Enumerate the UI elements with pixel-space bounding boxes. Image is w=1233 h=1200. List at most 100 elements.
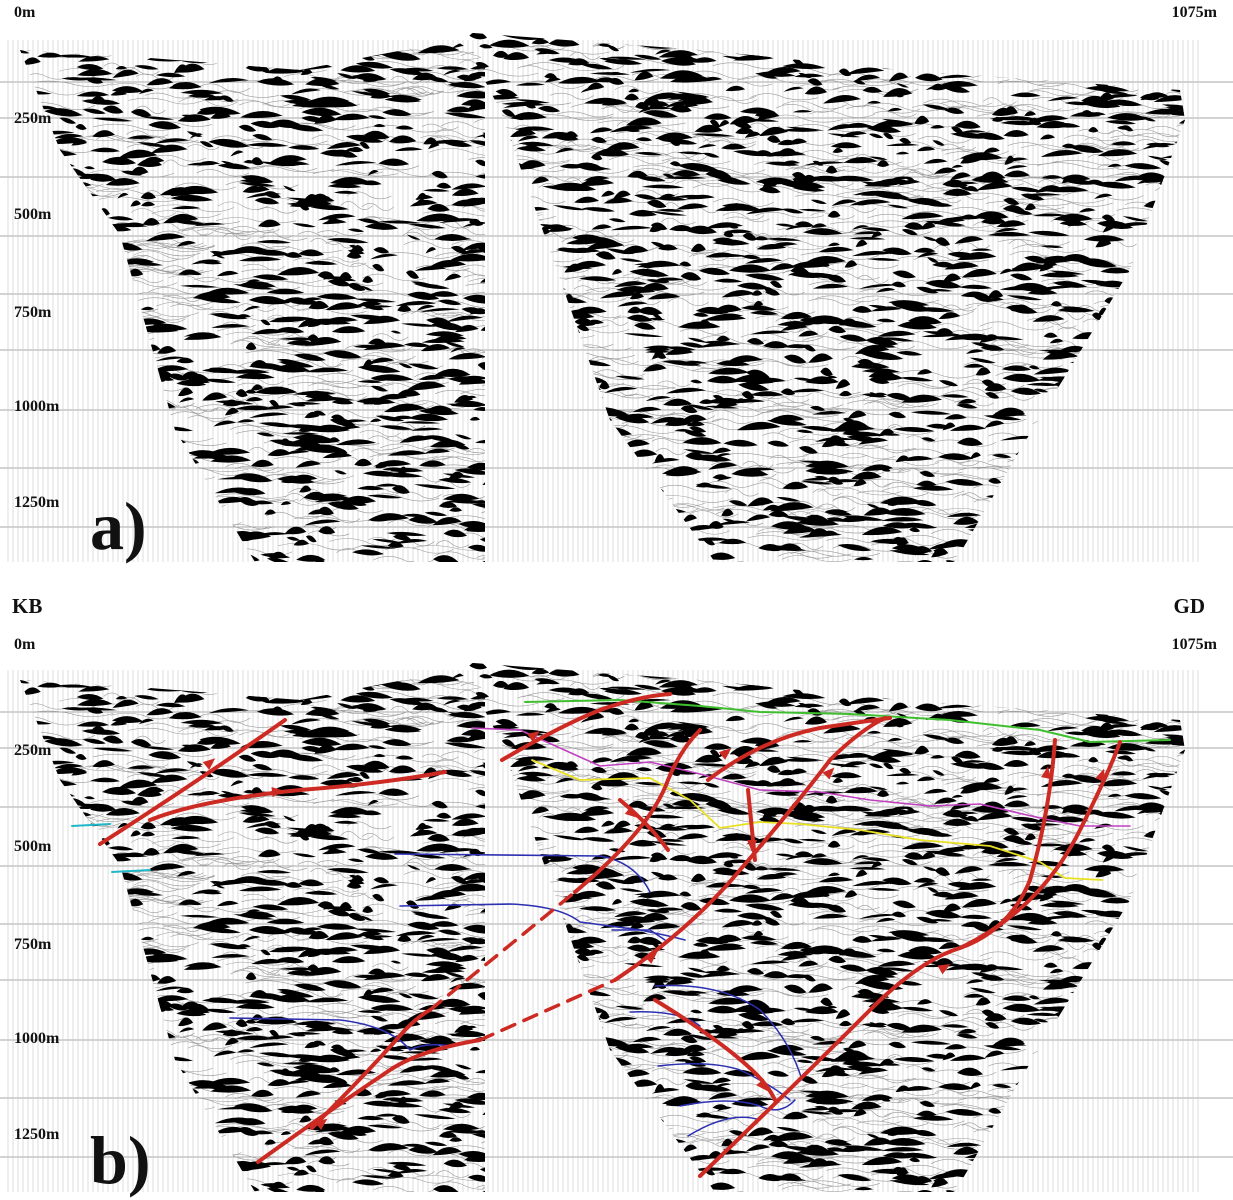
reflection-event: [1180, 229, 1195, 238]
wiggle-trace: [68, 435, 106, 443]
reflection-event: [99, 959, 129, 965]
reflection-event: [1121, 421, 1162, 429]
wiggle-trace: [260, 866, 308, 871]
well-label-left: KB: [12, 594, 42, 619]
reflection-event: [496, 270, 518, 276]
wiggle-trace: [13, 43, 86, 49]
reflection-event: [703, 153, 720, 158]
wiggle-trace: [1160, 297, 1194, 304]
wiggle-trace: [116, 678, 164, 684]
wiggle-trace: [1137, 300, 1188, 307]
reflection-event: [1072, 403, 1096, 410]
reflection-event: [143, 218, 160, 226]
reflection-event: [482, 311, 509, 315]
reflection-event: [111, 379, 128, 385]
wiggle-trace: [374, 556, 434, 563]
reflection-event: [598, 44, 613, 47]
reflection-event: [127, 1047, 138, 1051]
wiggle-trace: [271, 674, 306, 682]
reflection-event: [793, 110, 813, 112]
reflection-event: [18, 227, 41, 234]
reflection-event: [285, 882, 302, 888]
wiggle-trace: [438, 204, 524, 210]
reflection-event: [1190, 195, 1227, 201]
wiggle-trace: [16, 911, 80, 917]
reflection-event: [16, 962, 50, 970]
reflection-event: [131, 739, 152, 747]
reflection-event: [472, 503, 509, 509]
reflection-event: [286, 402, 322, 405]
wiggle-trace: [429, 148, 512, 155]
reflection-event: [1105, 34, 1121, 40]
reflection-event: [49, 787, 64, 794]
wiggle-trace: [128, 98, 204, 104]
wiggle-trace: [1143, 544, 1225, 550]
reflection-event: [725, 32, 765, 40]
reflection-event: [86, 1083, 112, 1090]
reflection-event: [611, 226, 652, 230]
reflection-event: [29, 353, 71, 359]
reflection-event: [149, 1185, 170, 1191]
reflection-event: [1123, 396, 1164, 403]
wiggle-trace: [163, 1097, 249, 1102]
wiggle-trace: [487, 364, 556, 370]
reflection-event: [1180, 507, 1191, 511]
wiggle-trace: [1088, 478, 1136, 484]
wiggle-trace: [954, 495, 989, 500]
reflection-event: [950, 425, 986, 431]
reflection-event: [839, 391, 852, 396]
reflection-event: [147, 520, 168, 527]
reflection-event: [281, 680, 302, 685]
reflection-event: [1131, 516, 1171, 525]
wiggle-trace: [1123, 493, 1189, 500]
wiggle-trace: [550, 327, 630, 333]
reflection-event: [239, 812, 276, 816]
wiggle-trace: [1134, 515, 1211, 522]
wiggle-trace: [468, 326, 536, 333]
reflection-event: [51, 364, 73, 369]
seismic-section-a: [0, 0, 1233, 570]
reflection-event: [1105, 120, 1136, 124]
reflection-event: [70, 376, 82, 383]
reflection-event: [535, 444, 578, 452]
wiggle-trace: [271, 44, 306, 52]
wiggle-trace: [813, 489, 842, 496]
reflection-event: [145, 485, 159, 490]
reflection-event: [189, 505, 209, 509]
reflection-event: [479, 197, 519, 203]
wiggle-trace: [188, 145, 219, 150]
reflection-event: [111, 1009, 128, 1015]
reflection-event: [1111, 66, 1138, 71]
reflection-event: [479, 269, 509, 275]
wiggle-trace: [1104, 330, 1159, 336]
wiggle-trace: [1062, 429, 1112, 434]
reflection-event: [469, 32, 487, 40]
reflection-event: [876, 288, 896, 293]
reflection-event: [425, 877, 436, 883]
reflection-event: [1086, 490, 1114, 495]
wiggle-trace: [133, 472, 177, 478]
reflection-event: [301, 738, 341, 746]
reflection-event: [147, 685, 191, 692]
reflection-event: [630, 69, 671, 73]
reflection-event: [365, 223, 398, 230]
wiggle-trace: [1131, 476, 1203, 483]
wiggle-trace: [1135, 133, 1210, 139]
reflection-event: [267, 1188, 291, 1194]
wiggle-trace: [809, 299, 864, 305]
wiggle-trace: [579, 392, 653, 399]
reflection-event: [370, 884, 398, 890]
reflection-event: [852, 306, 872, 313]
wiggle-trace: [278, 1173, 361, 1180]
reflection-event: [400, 421, 440, 424]
wiggle-trace: [1113, 437, 1189, 443]
reflection-event: [33, 437, 45, 446]
wiggle-trace: [1117, 208, 1187, 214]
reflection-event: [510, 521, 547, 530]
reflection-event: [168, 511, 196, 515]
reflection-event: [1072, 540, 1106, 548]
reflection-event: [283, 185, 296, 191]
wiggle-trace: [952, 207, 1012, 212]
wiggle-trace: [1064, 135, 1120, 141]
wiggle-trace: [1141, 367, 1178, 374]
